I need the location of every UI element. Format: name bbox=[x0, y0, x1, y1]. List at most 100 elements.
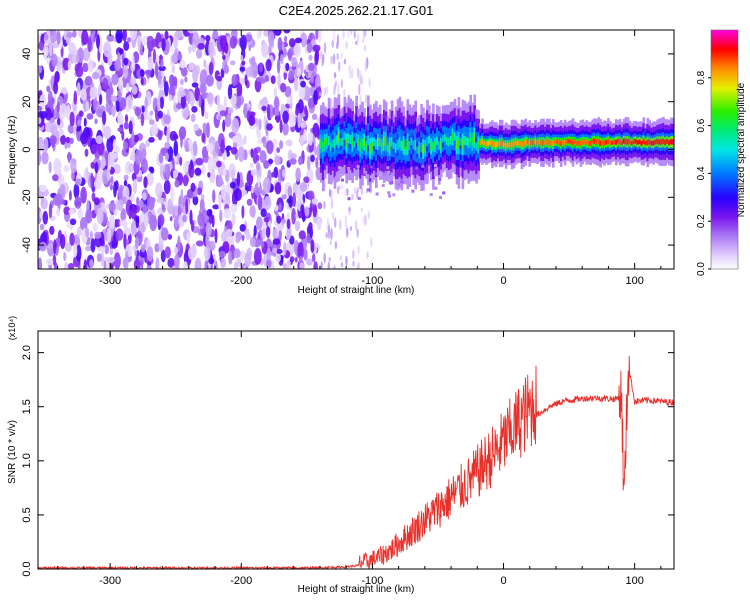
spectrogram-noise-cell bbox=[173, 169, 179, 179]
spectrogram-signal-cell bbox=[563, 140, 567, 146]
colorbar-swatch bbox=[711, 167, 738, 170]
spectrogram-noise-cell bbox=[131, 130, 135, 147]
spectrogram-noise-cell bbox=[180, 78, 184, 86]
spectrogram-noise-cell bbox=[141, 148, 147, 158]
spectrogram-noise-cell bbox=[89, 230, 93, 241]
spectrogram-noise-cell bbox=[80, 186, 87, 204]
spectrogram-noise-cell bbox=[157, 110, 163, 119]
spectrogram-signal-cell bbox=[367, 135, 370, 146]
spectrogram-noise-cell bbox=[180, 66, 188, 77]
spectrogram-noise-cell bbox=[142, 35, 149, 46]
spectrogram-noise-cell bbox=[167, 257, 175, 268]
spectrogram-noise-cell bbox=[221, 184, 227, 201]
spectrogram-noise-cell bbox=[394, 181, 398, 185]
spectrogram-noise-cell bbox=[425, 181, 429, 185]
colorbar-swatch bbox=[711, 73, 738, 77]
spectrogram-noise-cell bbox=[330, 227, 333, 240]
spectrogram-noise-cell bbox=[81, 30, 89, 46]
spectrogram-noise-cell bbox=[56, 207, 60, 217]
spectrogram-noise-cell bbox=[129, 30, 138, 41]
spectrogram-noise-cell bbox=[184, 141, 189, 153]
spectrogram-signal-cell bbox=[613, 139, 616, 145]
spectrogram-signal-cell bbox=[402, 141, 406, 150]
spectrogram-noise-cell bbox=[187, 246, 196, 260]
spectrogram-signal-cell bbox=[378, 138, 382, 147]
spectrogram-ytick-label: 40 bbox=[21, 48, 33, 60]
spectrogram-noise-cell bbox=[350, 30, 353, 36]
spectrogram-noise-cell bbox=[108, 202, 116, 212]
spectrogram-noise-cell bbox=[53, 239, 57, 255]
colorbar-swatch bbox=[711, 143, 738, 147]
spectrogram-noise-cell bbox=[74, 178, 81, 186]
spectrogram-noise-cell bbox=[131, 85, 138, 95]
spectrogram-noise-cell bbox=[246, 198, 253, 206]
spectrogram-noise-cell bbox=[155, 182, 163, 199]
spectrogram-noise-cell bbox=[96, 108, 104, 118]
spectrogram-noise-cell bbox=[111, 105, 116, 117]
spectrogram-noise-cell bbox=[216, 75, 223, 82]
spectrogram-noise-cell bbox=[273, 86, 278, 99]
spectrogram-noise-cell bbox=[207, 156, 215, 173]
spectrogram-noise-cell bbox=[308, 133, 313, 146]
spectrogram-noise-cell bbox=[300, 121, 307, 129]
spectrogram-noise-cell bbox=[358, 83, 361, 96]
spectrogram-signal-cell bbox=[618, 139, 622, 145]
spectrogram-noise-cell bbox=[333, 87, 336, 96]
spectrogram-noise-cell bbox=[220, 139, 226, 154]
spectrogram-noise-cell bbox=[208, 41, 214, 58]
colorbar-swatch bbox=[711, 33, 738, 37]
spectrogram-noise-cell bbox=[421, 164, 425, 168]
spectrogram-noise-cell bbox=[356, 165, 360, 168]
spectrogram-noise-cell bbox=[303, 176, 310, 183]
colorbar-swatch bbox=[711, 49, 738, 53]
spectrogram-noise-cell bbox=[233, 248, 241, 259]
spectrogram-noise-cell bbox=[284, 86, 292, 98]
spectrogram-noise-cell bbox=[239, 224, 246, 232]
spectrogram-noise-cell bbox=[149, 119, 155, 125]
spectrogram-noise-cell bbox=[174, 215, 178, 228]
spectrogram-noise-cell bbox=[332, 53, 336, 65]
spectrogram-noise-cell bbox=[263, 216, 270, 223]
spectrogram-signal-cell bbox=[571, 139, 575, 146]
spectrogram-signal-cell bbox=[436, 136, 439, 145]
spectrogram-noise-cell bbox=[73, 121, 77, 135]
spectrogram-noise-cell bbox=[411, 189, 415, 193]
spectrogram-noise-cell bbox=[205, 232, 210, 249]
spectrogram-noise-cell bbox=[89, 87, 97, 100]
spectrogram-noise-cell bbox=[133, 134, 139, 143]
spectrogram-noise-cell bbox=[162, 203, 165, 210]
spectrogram-signal-cell bbox=[615, 139, 618, 145]
spectrogram-signal-cell bbox=[512, 141, 516, 147]
spectrogram-signal-cell bbox=[530, 140, 533, 146]
spectrogram-signal-cell bbox=[569, 139, 573, 145]
colorbar-swatch bbox=[711, 223, 738, 226]
colorbar-swatch bbox=[711, 199, 738, 202]
spectrogram-xlabel: Height of straight line (km) bbox=[298, 285, 415, 296]
spectrogram-signal-cell bbox=[343, 131, 347, 141]
spectrogram-signal-cell bbox=[656, 138, 659, 144]
spectrogram-noise-cell bbox=[170, 186, 175, 204]
spectrogram-signal-cell bbox=[624, 138, 628, 145]
spectrogram-noise-cell bbox=[297, 99, 304, 114]
colorbar-swatch bbox=[711, 203, 738, 206]
spectrogram-noise-cell bbox=[256, 130, 262, 139]
spectrogram-signal-cell bbox=[353, 141, 356, 149]
spectrogram-signal-cell bbox=[434, 141, 437, 149]
spectrogram-noise-cell bbox=[333, 30, 336, 42]
spectrogram-noise-cell bbox=[186, 91, 191, 105]
spectrogram-noise-cell bbox=[143, 176, 148, 189]
spectrogram-noise-cell bbox=[220, 231, 228, 242]
spectrogram-noise-cell bbox=[127, 37, 132, 43]
spectrogram-noise-cell bbox=[250, 169, 257, 177]
spectrogram-noise-cell bbox=[287, 48, 293, 61]
spectrogram-noise-cell bbox=[83, 117, 87, 127]
spectrogram-signal-cell bbox=[504, 142, 508, 149]
spectrogram-noise-cell bbox=[328, 188, 332, 198]
spectrogram-noise-cell bbox=[259, 98, 267, 106]
colorbar-swatch bbox=[711, 47, 738, 51]
spectrogram-noise-cell bbox=[115, 228, 124, 241]
spectrogram-signal-cell bbox=[406, 139, 410, 150]
colorbar-tick-label: 0.2 bbox=[696, 214, 707, 228]
spectrogram-signal-cell bbox=[670, 139, 673, 145]
spectrogram-signal-cell bbox=[483, 141, 486, 146]
